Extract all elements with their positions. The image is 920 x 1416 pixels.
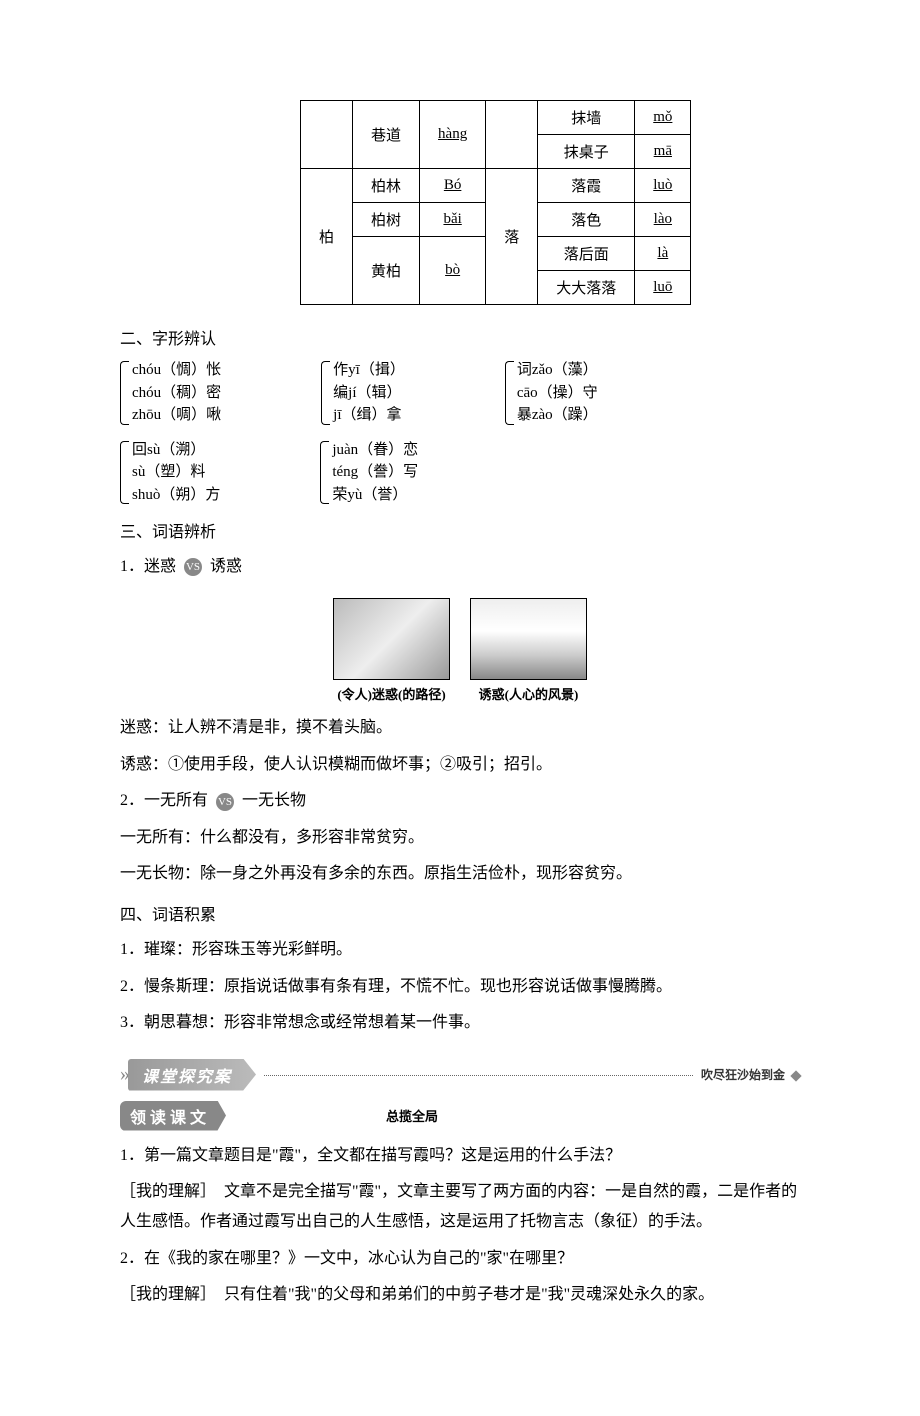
sub-banner-row: 领读课文 总揽全局 <box>120 1101 800 1131</box>
item-label: 1．迷惑 <box>120 558 176 575</box>
char-line: 荣yù（誉） <box>332 484 418 507</box>
diamond-icon <box>790 1071 801 1082</box>
image-caption-1: (令人)迷惑(的路径) <box>333 684 450 703</box>
vs-icon: VS <box>216 793 234 811</box>
char-group-row-2: 回sù（溯） sù（塑）料 shuò（朔）方 juàn（眷）恋 téng（誊）写… <box>120 439 800 507</box>
word-cell: 大大落落 <box>538 271 635 305</box>
images-row: (令人)迷惑(的路径) 诱惑(人心的风景) <box>120 598 800 703</box>
qa-block: 1．第一篇文章题目是"霞"，全文都在描写霞吗？这是运用的什么手法？ ［我的理解］… <box>120 1141 800 1311</box>
banner-classroom: 课堂探究案 <box>128 1059 256 1091</box>
pinyin-cell: mā <box>635 135 691 169</box>
char-line: 回sù（溯） <box>132 439 220 462</box>
image-block-2: 诱惑(人心的风景) <box>470 598 587 703</box>
char-line: 编jí（辑） <box>333 382 405 405</box>
char-line: chóu（惆）怅 <box>132 359 221 382</box>
word-cell: 柏林 <box>353 169 420 203</box>
table-row: 柏 柏林 Bó 落 落霞 luò <box>301 169 691 203</box>
definition-youhuo: 诱惑：①使用手段，使人认识模糊而做坏事；②吸引；招引。 <box>120 750 800 780</box>
pinyin-text: luò <box>653 177 672 193</box>
pinyin-cell: luō <box>635 271 691 305</box>
char-group: 作yī（揖） 编jí（辑） jī（缉）拿 <box>321 359 405 427</box>
pronunciation-table: 巷道 hàng 抹墙 mǒ 抹桌子 mā 柏 柏林 Bó 落 落霞 luò 柏树… <box>300 100 691 305</box>
pinyin-cell: mǒ <box>635 101 691 135</box>
image-block-1: (令人)迷惑(的路径) <box>333 598 450 703</box>
pinyin-text: Bó <box>444 177 462 193</box>
char-cell: 落 <box>486 169 538 305</box>
word-cell: 柏树 <box>353 203 420 237</box>
char-group: 词zǎo（藻） cāo（操）守 暴zào（躁） <box>505 359 598 427</box>
pinyin-text: là <box>657 245 668 261</box>
banner-right-text: 吹尽狂沙始到金 <box>701 1066 800 1083</box>
pinyin-text: bǎi <box>443 211 461 227</box>
pinyin-text: mǒ <box>653 109 672 125</box>
vocab-3: 3．朝思暮想：形容非常想念或经常想着某一件事。 <box>120 1008 800 1038</box>
pinyin-text: mā <box>654 143 672 159</box>
item-3-2: 2．一无所有 VS 一无长物 <box>120 786 800 816</box>
char-line: cāo（操）守 <box>517 382 598 405</box>
char-line: 作yī（揖） <box>333 359 405 382</box>
item-right: 诱惑 <box>210 558 242 575</box>
page-container: 巷道 hàng 抹墙 mǒ 抹桌子 mā 柏 柏林 Bó 落 落霞 luò 柏树… <box>0 0 920 1416</box>
image-caption-2: 诱惑(人心的风景) <box>470 684 587 703</box>
banner-right-label: 吹尽狂沙始到金 <box>701 1068 785 1082</box>
char-line: téng（誊）写 <box>332 461 418 484</box>
word-cell: 巷道 <box>353 101 420 169</box>
item-label: 2．一无所有 <box>120 792 208 809</box>
question-2: 2．在《我的家在哪里？》一文中，冰心认为自己的"家"在哪里？ <box>120 1244 800 1274</box>
item-3-1: 1．迷惑 VS 诱惑 <box>120 552 800 582</box>
word-cell: 落霞 <box>538 169 635 203</box>
char-line: shuò（朔）方 <box>132 484 220 507</box>
vocab-1: 1．璀璨：形容珠玉等光彩鲜明。 <box>120 935 800 965</box>
char-group: juàn（眷）恋 téng（誊）写 荣yù（誉） <box>320 439 418 507</box>
char-line: sù（塑）料 <box>132 461 220 484</box>
pinyin-cell: bò <box>420 237 486 305</box>
answer-1: ［我的理解］ 文章不是完全描写"霞"，文章主要写了两方面的内容：一是自然的霞，二… <box>120 1177 800 1238</box>
scenery-image <box>470 598 587 680</box>
char-cell <box>486 101 538 169</box>
char-cell <box>301 101 353 169</box>
definition-yiwuchangwu: 一无长物：除一身之外再没有多余的东西。原指生活俭朴，现形容贫穷。 <box>120 859 800 889</box>
pinyin-text: bò <box>445 262 460 278</box>
section2-title: 二、字形辨认 <box>120 325 800 349</box>
table-row: 巷道 hàng 抹墙 mǒ <box>301 101 691 135</box>
section4-title: 四、词语积累 <box>120 901 800 925</box>
pinyin-cell: luò <box>635 169 691 203</box>
pinyin-cell: Bó <box>420 169 486 203</box>
word-cell: 黄柏 <box>353 237 420 305</box>
vs-icon: VS <box>184 558 202 576</box>
char-line: juàn（眷）恋 <box>332 439 418 462</box>
word-cell: 落后面 <box>538 237 635 271</box>
pinyin-cell: bǎi <box>420 203 486 237</box>
pinyin-text: luō <box>653 279 672 295</box>
word-cell: 抹桌子 <box>538 135 635 169</box>
char-line: 词zǎo（藻） <box>517 359 598 382</box>
pinyin-cell: lào <box>635 203 691 237</box>
answer-2: ［我的理解］ 只有住着"我"的父母和弟弟们的中剪子巷才是"我"灵魂深处永久的家。 <box>120 1280 800 1310</box>
char-group-row-1: chóu（惆）怅 chóu（稠）密 zhōu（啁）啾 作yī（揖） 编jí（辑）… <box>120 359 800 427</box>
sub-banner-caption: 总揽全局 <box>386 1106 438 1125</box>
definition-mihuo: 迷惑：让人辨不清是非，摸不着头脑。 <box>120 713 800 743</box>
item-right: 一无长物 <box>242 792 306 809</box>
pinyin-text: hàng <box>438 126 467 142</box>
vocab-2: 2．慢条斯理：原指说话做事有条有理，不慌不忙。现也形容说话做事慢腾腾。 <box>120 972 800 1002</box>
word-cell: 抹墙 <box>538 101 635 135</box>
highway-image <box>333 598 450 680</box>
definition-yiwusuoyou: 一无所有：什么都没有，多形容非常贫穷。 <box>120 823 800 853</box>
banner-row-1: » 课堂探究案 吹尽狂沙始到金 <box>120 1059 800 1091</box>
char-line: chóu（稠）密 <box>132 382 221 405</box>
char-line: jī（缉）拿 <box>333 404 405 427</box>
pinyin-cell: hàng <box>420 101 486 169</box>
sub-banner-reading: 领读课文 <box>120 1101 226 1131</box>
char-group: chóu（惆）怅 chóu（稠）密 zhōu（啁）啾 <box>120 359 221 427</box>
char-group: 回sù（溯） sù（塑）料 shuò（朔）方 <box>120 439 220 507</box>
section3-title: 三、词语辨析 <box>120 518 800 542</box>
word-cell: 落色 <box>538 203 635 237</box>
pinyin-cell: là <box>635 237 691 271</box>
dotted-divider <box>264 1074 693 1076</box>
char-line: 暴zào（躁） <box>517 404 598 427</box>
char-line: zhōu（啁）啾 <box>132 404 221 427</box>
question-1: 1．第一篇文章题目是"霞"，全文都在描写霞吗？这是运用的什么手法？ <box>120 1141 800 1171</box>
char-cell: 柏 <box>301 169 353 305</box>
pinyin-text: lào <box>654 211 672 227</box>
